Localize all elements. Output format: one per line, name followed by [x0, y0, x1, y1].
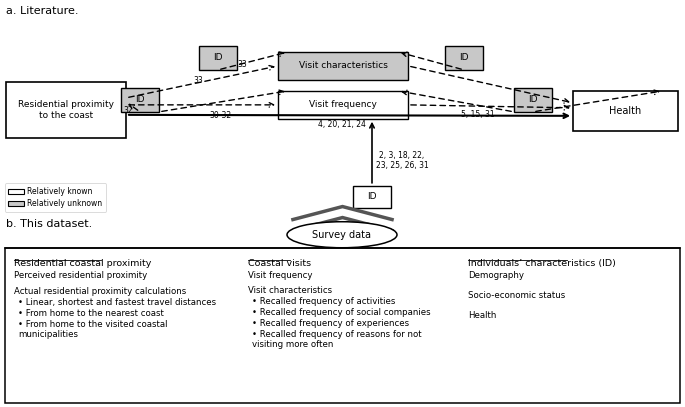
Text: Individuals’ characteristics (ID): Individuals’ characteristics (ID)	[468, 259, 616, 268]
FancyBboxPatch shape	[514, 88, 552, 112]
Text: Survey data: Survey data	[312, 230, 371, 240]
Text: • Recalled frequency of experiences: • Recalled frequency of experiences	[252, 319, 409, 328]
Text: a. Literature.: a. Literature.	[6, 6, 79, 16]
Text: Health: Health	[468, 311, 497, 320]
Text: • From home to the visited coastal
municipalities: • From home to the visited coastal munic…	[18, 320, 168, 339]
Text: Coastal visits: Coastal visits	[248, 259, 311, 268]
Text: 32: 32	[123, 106, 133, 115]
Text: ID: ID	[528, 95, 538, 104]
Text: Perceived residential proximity: Perceived residential proximity	[14, 271, 147, 280]
Text: ID: ID	[459, 53, 469, 62]
Text: • Recalled frequency of reasons for not
visiting more often: • Recalled frequency of reasons for not …	[252, 330, 422, 349]
FancyBboxPatch shape	[278, 91, 408, 119]
Text: 33: 33	[193, 77, 203, 85]
Text: Residential coastal proximity: Residential coastal proximity	[14, 259, 151, 268]
Text: 33: 33	[237, 60, 247, 70]
FancyBboxPatch shape	[573, 91, 678, 131]
Text: Visit frequency: Visit frequency	[248, 271, 312, 280]
Text: Socio-economic status: Socio-economic status	[468, 291, 565, 300]
Text: 2, 3, 18, 22,
23, 25, 26, 31: 2, 3, 18, 22, 23, 25, 26, 31	[375, 151, 428, 171]
Text: Demography: Demography	[468, 271, 524, 280]
Text: Visit characteristics: Visit characteristics	[299, 61, 388, 70]
Text: 30-32: 30-32	[209, 112, 231, 120]
FancyBboxPatch shape	[121, 88, 159, 112]
FancyBboxPatch shape	[445, 46, 483, 70]
Text: • Recalled frequency of social companies: • Recalled frequency of social companies	[252, 308, 431, 317]
Text: ID: ID	[213, 53, 223, 62]
Ellipse shape	[287, 222, 397, 248]
Text: Visit characteristics: Visit characteristics	[248, 286, 332, 295]
Text: • Linear, shortest and fastest travel distances: • Linear, shortest and fastest travel di…	[18, 298, 216, 307]
Text: Visit frequency: Visit frequency	[309, 101, 377, 109]
Text: 4, 20, 21, 24: 4, 20, 21, 24	[318, 120, 366, 129]
FancyBboxPatch shape	[6, 82, 126, 138]
Text: • Recalled frequency of activities: • Recalled frequency of activities	[252, 297, 395, 306]
FancyBboxPatch shape	[353, 186, 391, 208]
FancyBboxPatch shape	[199, 46, 237, 70]
Text: Health: Health	[610, 106, 642, 116]
FancyBboxPatch shape	[5, 248, 680, 403]
Text: b. This dataset.: b. This dataset.	[6, 219, 92, 229]
Text: ID: ID	[367, 192, 377, 201]
Text: • From home to the nearest coast: • From home to the nearest coast	[18, 309, 164, 318]
Text: Residential proximity
to the coast: Residential proximity to the coast	[18, 100, 114, 120]
FancyBboxPatch shape	[278, 52, 408, 80]
Text: 5, 15, 31: 5, 15, 31	[461, 110, 495, 119]
Text: Actual residential proximity calculations: Actual residential proximity calculation…	[14, 287, 186, 296]
Text: ID: ID	[135, 95, 145, 104]
Legend: Relatively known, Relatively unknown: Relatively known, Relatively unknown	[5, 183, 106, 212]
